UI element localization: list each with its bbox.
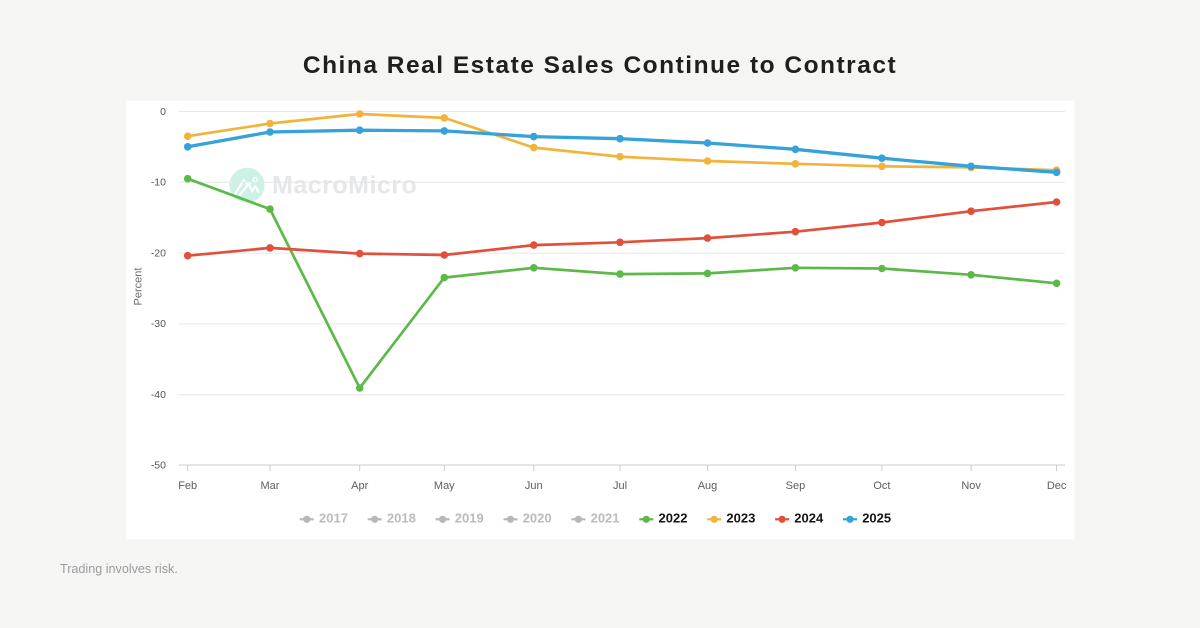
svg-text:2017: 2017 (319, 511, 348, 526)
svg-text:Oct: Oct (873, 480, 890, 492)
svg-text:2019: 2019 (455, 511, 484, 526)
svg-text:2021: 2021 (591, 511, 620, 526)
svg-text:2023: 2023 (726, 511, 755, 526)
svg-text:-50: -50 (151, 459, 166, 471)
svg-text:2018: 2018 (387, 511, 416, 526)
svg-text:Jun: Jun (525, 480, 543, 492)
svg-text:MacroMicro: MacroMicro (272, 172, 417, 200)
svg-text:Aug: Aug (698, 480, 718, 492)
svg-text:Mar: Mar (261, 480, 280, 492)
svg-text:-10: -10 (151, 177, 166, 189)
svg-text:-20: -20 (151, 247, 166, 259)
svg-text:Apr: Apr (351, 480, 368, 492)
svg-text:0: 0 (160, 106, 166, 118)
svg-text:-40: -40 (151, 389, 166, 401)
svg-text:Nov: Nov (961, 480, 981, 492)
svg-text:2025: 2025 (862, 511, 891, 526)
svg-text:Jul: Jul (613, 480, 627, 492)
svg-text:-30: -30 (151, 318, 166, 330)
svg-text:Dec: Dec (1047, 480, 1067, 492)
svg-text:2020: 2020 (523, 511, 552, 526)
svg-text:2022: 2022 (659, 511, 688, 526)
svg-text:Sep: Sep (786, 480, 806, 492)
svg-text:2024: 2024 (794, 511, 824, 526)
svg-text:Percent: Percent (133, 268, 145, 306)
svg-text:Feb: Feb (178, 480, 197, 492)
svg-text:May: May (434, 480, 455, 492)
